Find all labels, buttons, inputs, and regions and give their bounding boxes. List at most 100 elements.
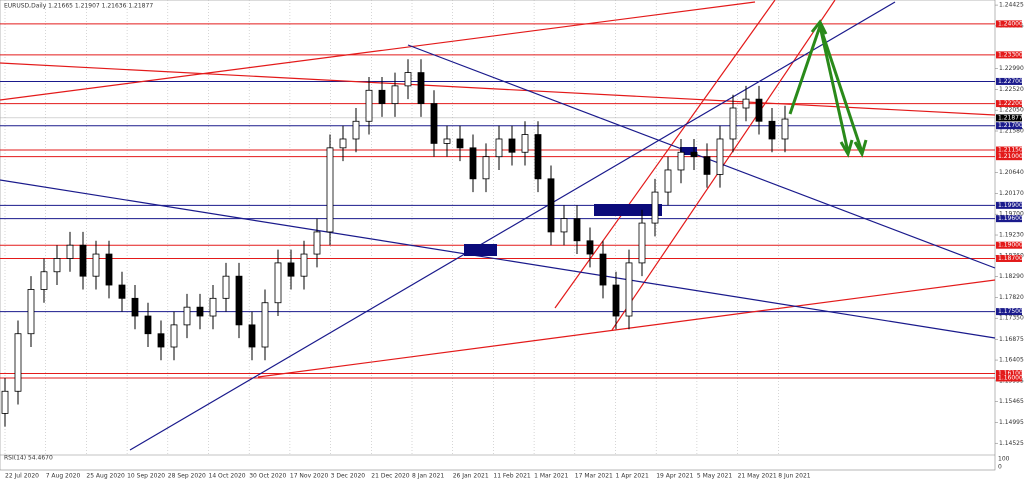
candle-body [690,151,698,158]
candle-body [157,333,165,348]
indicator-label: RSI(14) 54.4670 [4,455,53,462]
candle-body [170,324,178,348]
level-label: 1.17500 [998,308,1023,315]
y-tick-label: 1.21580 [999,128,1024,135]
drawings [0,0,996,451]
y-tick-label: 1.20640 [999,169,1024,176]
candle-body [365,89,373,122]
y-tick-label: 1.19700 [999,211,1024,218]
x-tick-label: 14 Oct 2020 [209,473,246,480]
y-tick-label: 1.14525 [999,440,1024,447]
candle-body [261,302,269,348]
y-tick-label: 1.15465 [999,398,1024,405]
zone [680,147,697,155]
y-tick-label: 1.20170 [999,190,1024,197]
x-tick-label: 8 Jun 2021 [778,473,810,480]
candle-body [235,275,243,326]
y-tick-label: 1.22990 [999,65,1024,72]
candle-body [703,156,711,175]
level-label: 1.16100 [998,370,1023,377]
candle-body [417,72,425,104]
level-tag [996,146,1022,154]
level-label: 1.19900 [998,202,1023,209]
candle-body [573,218,581,242]
candle-body [339,138,347,149]
y-tick-label: 1.17350 [999,315,1024,322]
arrow-head [839,139,854,158]
x-tick-label: 7 Aug 2020 [46,473,81,480]
candle-body [144,315,152,335]
level-tag [996,122,1022,130]
candle-body [66,244,74,259]
candle-body [612,284,620,317]
candle-body [209,297,217,317]
candle-body [118,284,126,299]
candle-body [482,156,490,180]
x-tick-label: 17 Mar 2021 [575,473,613,480]
y-tick-label: 1.16875 [999,336,1024,343]
y-tick-label: 1.16405 [999,357,1024,364]
x-tick-label: 1 Apr 2021 [616,473,649,480]
candle-body [469,147,477,180]
candle-body [79,244,87,277]
x-tick-label: 21 Dec 2020 [371,473,410,480]
candle-body [352,120,360,140]
y-tick-label: 1.14995 [999,419,1024,426]
level-tag [996,153,1022,161]
candle-body [430,103,438,144]
x-tick-label: 1 Mar 2021 [534,473,568,480]
candle-body [326,147,334,233]
y-tick-label: 1.22050 [999,107,1024,114]
y-tick-label: 1.24425 [999,2,1024,9]
candle-body [547,178,555,233]
candle-body [508,138,516,153]
y-tick-label: 1.18290 [999,273,1024,280]
candle-body [274,262,282,304]
level-tag [996,370,1022,378]
level-tag [996,51,1022,59]
trendline [0,62,996,116]
candle-body [768,120,776,140]
trendline [129,1,896,451]
level-tag [996,114,1022,122]
level-label: 1.22700 [998,78,1023,85]
candle-body [287,262,295,277]
indicator-tick: 100 [998,456,1010,463]
level-label: 1.19000 [998,242,1023,249]
level-tag [996,308,1022,316]
candle-body [14,333,22,392]
channel-line [554,0,776,309]
trendline [0,179,996,339]
candle-body [781,118,789,140]
x-tick-label: 3 Dec 2020 [331,473,366,480]
level-tag [996,254,1022,262]
y-tick-label: 1.22520 [999,86,1024,93]
candle-body [1,390,9,414]
level-label: 1.22200 [998,100,1023,107]
level-tag [996,100,1022,108]
chart-title: EURUSD,Daily 1.21665 1.21907 1.21636 1.2… [4,3,153,10]
candle-body [677,151,685,171]
trendline [257,279,996,378]
candles [1,59,789,427]
x-tick-label: 17 Nov 2020 [290,473,329,480]
candle-body [729,107,737,140]
x-tick-label: 26 Jan 2021 [453,473,489,480]
candle-body [560,218,568,233]
candle-body [105,253,113,286]
candle-body [586,240,594,255]
candle-body [456,138,464,149]
arrow [818,25,864,153]
x-tick-label: 25 Aug 2020 [86,473,125,480]
candle-body [391,85,399,104]
level-label: 1.18700 [998,255,1023,262]
level-label: 1.21877 [998,114,1023,121]
trendline [407,44,996,269]
level-tag [996,241,1022,249]
candle-body [131,297,139,317]
x-tick-label: 11 Feb 2021 [493,473,531,480]
level-label: 1.21150 [998,147,1023,154]
candle-body [40,271,48,290]
candle-body [53,258,61,273]
